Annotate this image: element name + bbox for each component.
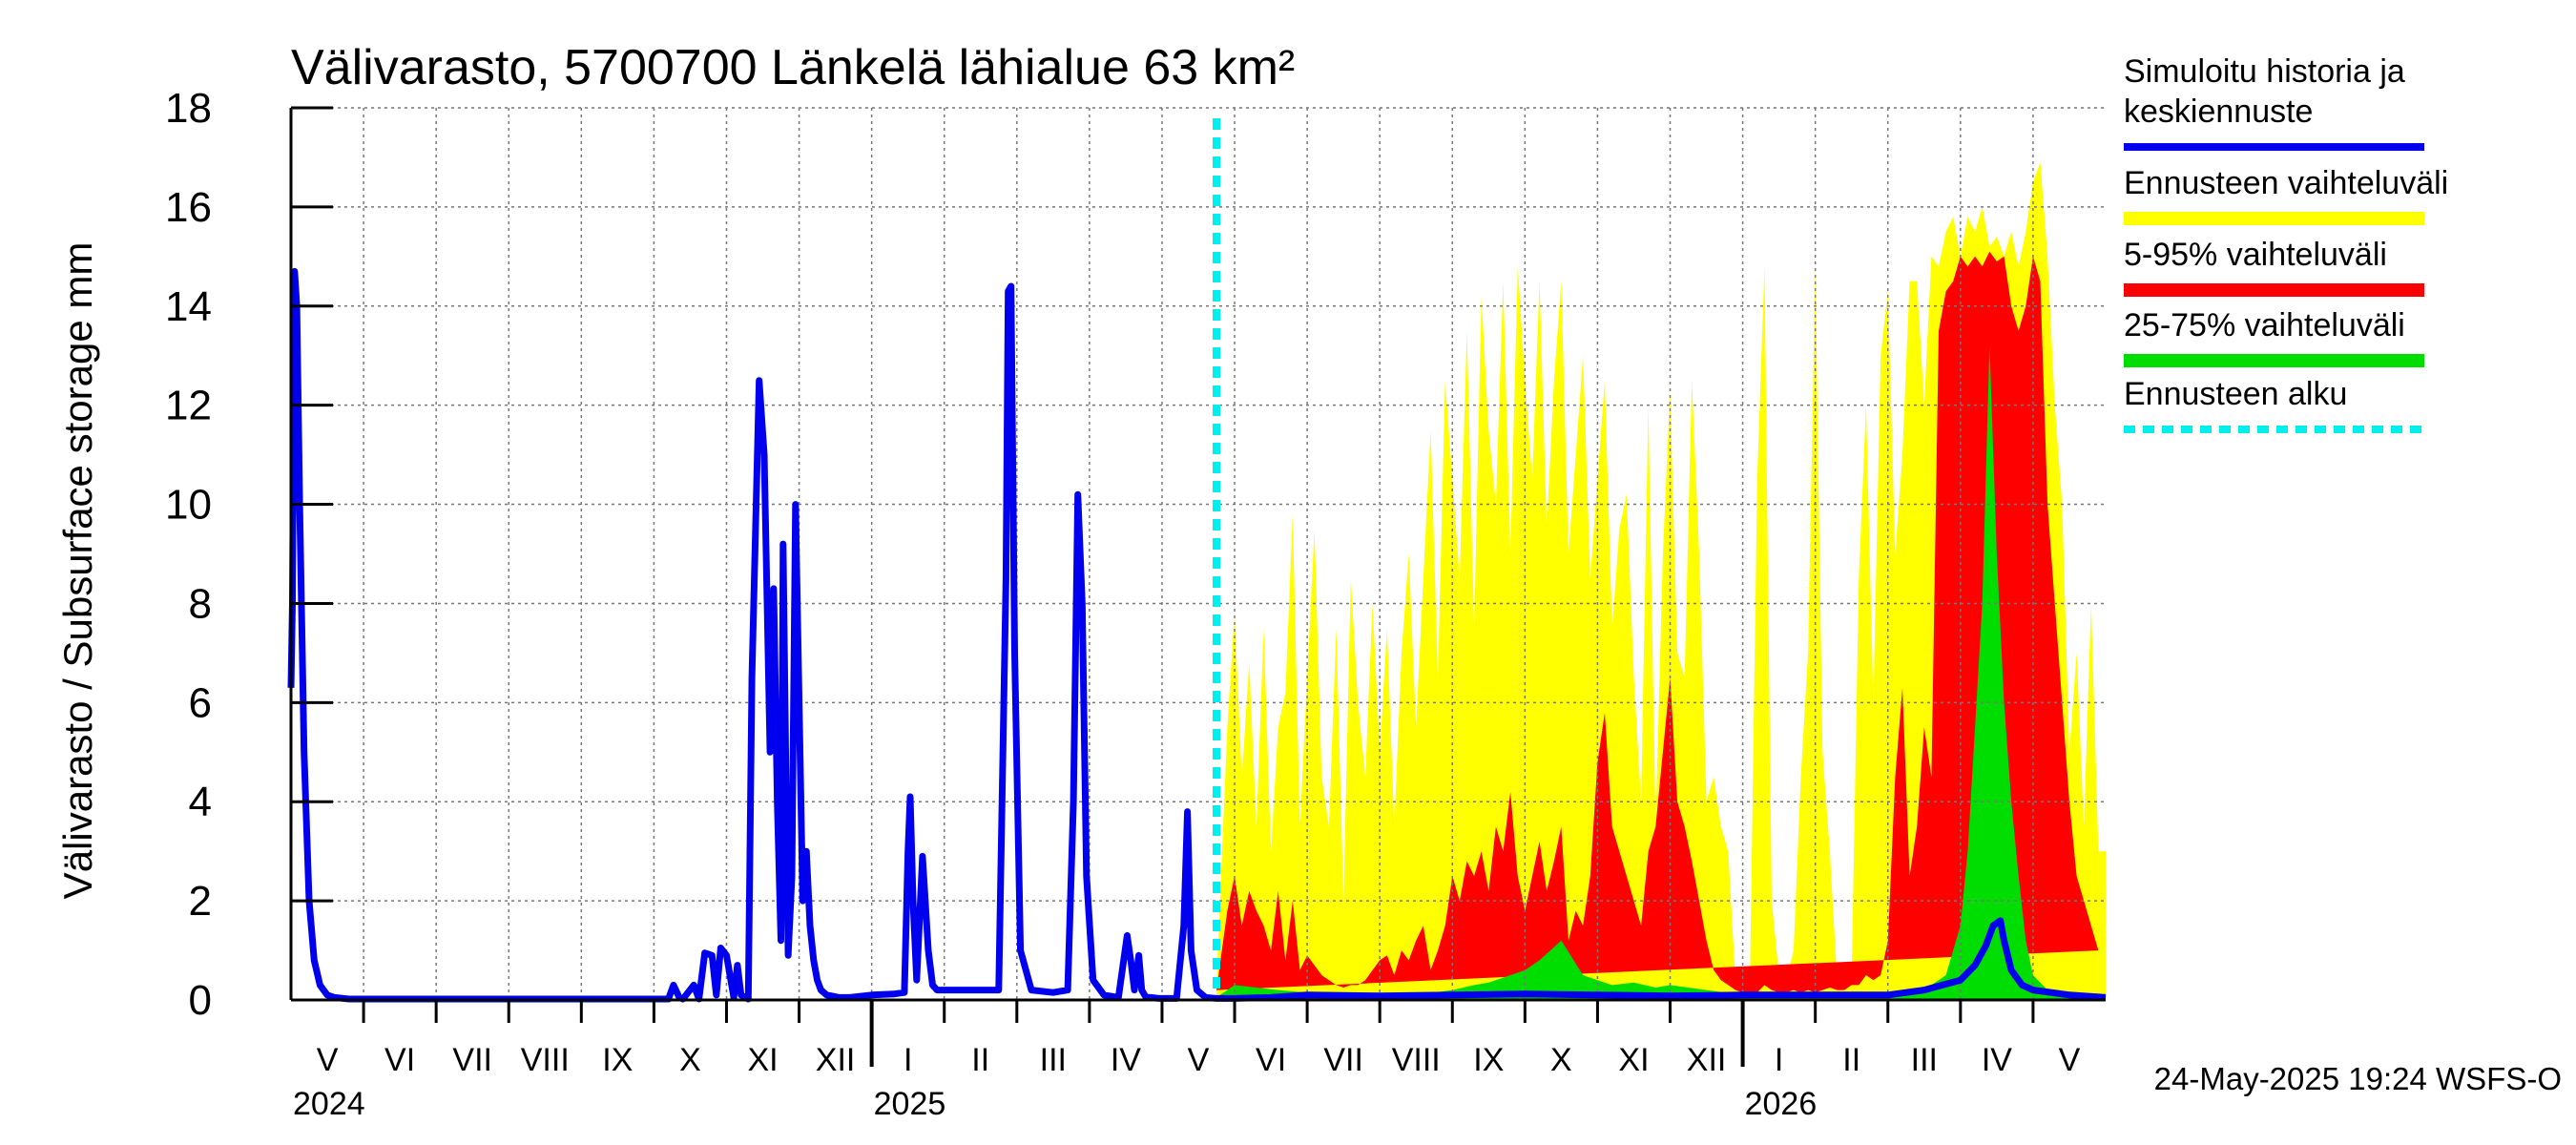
legend: Simuloitu historia ja keskiennuste Ennuste…: [2124, 53, 2448, 433]
y-tick-label: 6: [189, 679, 212, 726]
legend-label: keskiennuste: [2124, 94, 2313, 130]
year-label: 2024: [293, 1086, 365, 1122]
y-tick-label: 14: [165, 283, 212, 330]
month-label: XI: [1618, 1042, 1649, 1078]
month-label: I: [904, 1042, 912, 1078]
month-label: XII: [1687, 1042, 1727, 1078]
grid: [291, 107, 2106, 1000]
y-tick-label: 4: [189, 779, 212, 825]
y-tick-label: 16: [165, 184, 212, 231]
month-label: VI: [384, 1042, 415, 1078]
forecast-bands: [1216, 162, 2106, 1000]
legend-label: 5-95% vaihteluväli: [2124, 237, 2387, 273]
month-label: VII: [452, 1042, 492, 1078]
year-label: 2026: [1745, 1086, 1818, 1122]
legend-swatch: [2124, 354, 2424, 367]
legend-swatch: [2124, 212, 2424, 225]
y-tick-label: 0: [189, 977, 212, 1024]
band-25-75-vaihteluv-li: [1216, 345, 2106, 999]
month-label: IV: [1111, 1042, 1141, 1078]
timestamp: 24-May-2025 19:24 WSFS-O: [2154, 1061, 2562, 1096]
y-tick-label: 8: [189, 580, 212, 627]
y-tick-label: 18: [165, 85, 212, 132]
month-label: V: [317, 1042, 339, 1078]
band-ennusteen-vaihteluv-li: [1216, 162, 2106, 1000]
month-label: X: [679, 1042, 701, 1078]
month-label: XII: [816, 1042, 856, 1078]
y-tick-label: 12: [165, 383, 212, 429]
legend-label: 25-75% vaihteluväli: [2124, 307, 2405, 344]
y-tick-label: 10: [165, 482, 212, 529]
month-label: I: [1775, 1042, 1783, 1078]
legend-label: Ennusteen alku: [2124, 376, 2347, 412]
y-tick-label: 2: [189, 878, 212, 925]
month-label: VIII: [1392, 1042, 1441, 1078]
month-label: IV: [1982, 1042, 2012, 1078]
mean-line-layer: [287, 118, 2107, 1003]
chart-title: Välivarasto, 5700700 Länkelä lähialue 63…: [291, 40, 1295, 95]
month-label: V: [2059, 1042, 2081, 1078]
legend-label: Ennusteen vaihteluväli: [2124, 165, 2448, 201]
month-label: III: [1911, 1042, 1938, 1078]
month-label: VII: [1323, 1042, 1363, 1078]
month-label: XI: [747, 1042, 778, 1078]
month-label: IX: [1473, 1042, 1504, 1078]
y-axis-label: Välivarasto / Subsurface storage mm: [55, 242, 100, 900]
series-line-simuloitu-historia-ja-keskiennuste: [287, 267, 2107, 1003]
month-label: VIII: [521, 1042, 570, 1078]
month-label: II: [1842, 1042, 1860, 1078]
month-label: III: [1040, 1042, 1067, 1078]
year-label: 2025: [874, 1086, 946, 1122]
month-label: V: [1188, 1042, 1210, 1078]
month-label: X: [1550, 1042, 1572, 1078]
legend-swatch: [2124, 283, 2424, 297]
month-label: IX: [602, 1042, 633, 1078]
month-label: VI: [1256, 1042, 1286, 1078]
month-label: II: [971, 1042, 989, 1078]
legend-label: Simuloitu historia ja: [2124, 53, 2405, 90]
